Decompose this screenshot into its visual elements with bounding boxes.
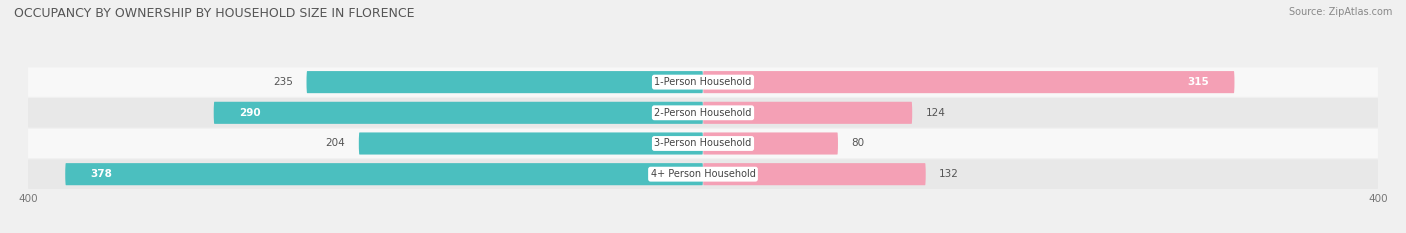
- Text: 1-Person Household: 1-Person Household: [654, 77, 752, 87]
- Text: 80: 80: [852, 138, 865, 148]
- FancyBboxPatch shape: [65, 163, 703, 185]
- FancyBboxPatch shape: [28, 129, 1378, 158]
- Text: Source: ZipAtlas.com: Source: ZipAtlas.com: [1288, 7, 1392, 17]
- FancyBboxPatch shape: [703, 102, 912, 124]
- Text: 235: 235: [273, 77, 292, 87]
- FancyBboxPatch shape: [307, 71, 703, 93]
- FancyBboxPatch shape: [703, 71, 1234, 93]
- Text: 290: 290: [239, 108, 260, 118]
- FancyBboxPatch shape: [28, 159, 1378, 189]
- Text: 2-Person Household: 2-Person Household: [654, 108, 752, 118]
- Text: 378: 378: [90, 169, 112, 179]
- Text: OCCUPANCY BY OWNERSHIP BY HOUSEHOLD SIZE IN FLORENCE: OCCUPANCY BY OWNERSHIP BY HOUSEHOLD SIZE…: [14, 7, 415, 20]
- FancyBboxPatch shape: [359, 132, 703, 154]
- Text: 315: 315: [1188, 77, 1209, 87]
- FancyBboxPatch shape: [28, 98, 1378, 127]
- Text: 3-Person Household: 3-Person Household: [654, 138, 752, 148]
- Text: 4+ Person Household: 4+ Person Household: [651, 169, 755, 179]
- FancyBboxPatch shape: [703, 163, 925, 185]
- FancyBboxPatch shape: [703, 132, 838, 154]
- FancyBboxPatch shape: [214, 102, 703, 124]
- Text: 124: 124: [925, 108, 946, 118]
- Text: 132: 132: [939, 169, 959, 179]
- FancyBboxPatch shape: [28, 67, 1378, 97]
- Text: 204: 204: [326, 138, 346, 148]
